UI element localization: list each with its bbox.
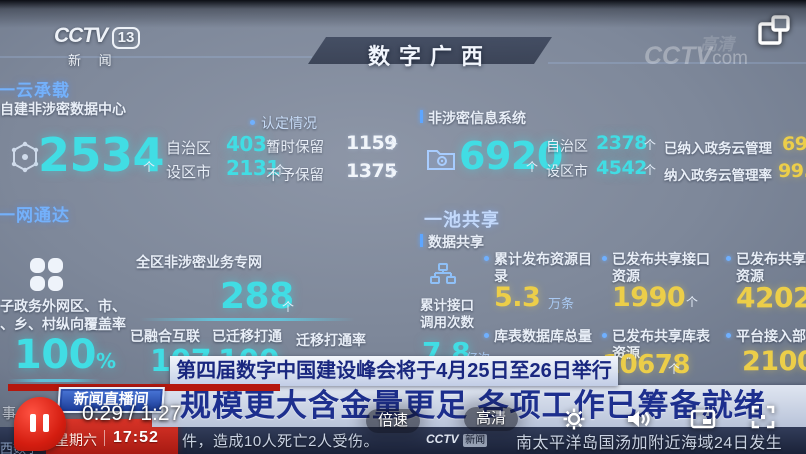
- channel-logo: CCTV 13 新 闻: [54, 24, 141, 69]
- coverage-label-line2: 、乡、村纵向覆盖率: [0, 316, 126, 332]
- ticker-divider: [104, 430, 105, 446]
- cloud-mgmt-value: 691: [782, 133, 806, 155]
- stat-label-line1: 库表数据库总量: [494, 328, 592, 344]
- data-center-icon: [11, 141, 39, 173]
- ticker-logo-brand: CCTV: [426, 432, 459, 446]
- determination-heading: 认定情况: [261, 115, 317, 131]
- systems-row-label: 自治区: [546, 138, 588, 154]
- datacenter-row-value: 403: [226, 132, 267, 156]
- stat-value: 5.3: [494, 282, 541, 313]
- decor-glow-line: [140, 318, 355, 321]
- datacenter-row-label: 自治区: [166, 140, 212, 157]
- systems-row-value: 2378: [596, 132, 647, 154]
- title-band-left-line: [0, 56, 312, 58]
- section-network-heading: 一网通达: [0, 206, 70, 225]
- systems-label: 非涉密信息系统: [428, 110, 526, 126]
- quality-button[interactable]: 高清: [464, 407, 518, 431]
- systems-row-value: 4542: [596, 157, 647, 179]
- migration-label: 迁移打通率: [296, 332, 366, 348]
- cloud-mgmt-label: 纳入政务云管理率: [664, 168, 772, 183]
- volume-icon[interactable]: [626, 407, 652, 431]
- bullet: [726, 333, 731, 338]
- bullet: [726, 256, 731, 261]
- coverage-number: 100: [14, 332, 97, 378]
- watermark-hd: 高清: [700, 35, 734, 54]
- player-time-display: 0:29 / 1:27: [82, 402, 182, 425]
- pause-icon: [30, 414, 36, 432]
- api-calls-label-line2: 调用次数: [420, 315, 474, 330]
- ticker-text-right: 南太平洋岛国汤加附近海域24日发生: [516, 435, 783, 452]
- fullscreen-icon[interactable]: [750, 404, 776, 430]
- stat-unit: 个: [668, 362, 681, 376]
- pause-icon: [43, 414, 49, 432]
- stat-label-line1: 累计发布资源目: [494, 251, 592, 267]
- channel-brand: CCTV: [54, 24, 108, 47]
- playback-speed-button[interactable]: 倍速: [366, 409, 420, 433]
- coverage-value: 100%: [14, 332, 116, 378]
- datacenter-unit: 个: [143, 160, 156, 174]
- bullet: [602, 333, 607, 338]
- stat-unit: 个: [686, 295, 699, 309]
- stat-value: 42028: [736, 281, 806, 314]
- coverage-label-line1: 子政务外网区、市、: [0, 298, 126, 314]
- systems-row-label: 设区市: [546, 163, 588, 179]
- ticker-logo-tag: 新闻: [463, 434, 488, 447]
- migration-label: 已迁移打通: [212, 328, 282, 344]
- settings-gear-icon[interactable]: [562, 407, 586, 431]
- stat-unit: 万条: [548, 296, 575, 311]
- determination-row-unit: 个: [386, 138, 399, 152]
- datacenter-label: 自建非涉密数据中心: [0, 101, 126, 117]
- picture-in-picture-icon[interactable]: [690, 408, 716, 430]
- bullet: [484, 256, 489, 261]
- ticker-text-left: 件，造成10人死亡2人受伤。: [182, 433, 380, 450]
- cloud-mgmt-value: 99.9: [778, 160, 806, 182]
- determination-row-unit: 个: [386, 166, 399, 180]
- migration-label: 已融合互联: [130, 328, 200, 344]
- pool-subheading: 数据共享: [428, 234, 484, 250]
- cloud-mgmt-label: 已纳入政务云管理: [664, 141, 772, 156]
- determination-row-label: 不予保留: [266, 168, 324, 184]
- stat-label-line1: 平台接入部: [736, 328, 806, 344]
- pause-button[interactable]: [14, 397, 66, 451]
- special-network-unit: 个: [282, 300, 295, 314]
- datacenter-row-label: 设区市: [166, 164, 212, 181]
- screen-cast-icon[interactable]: [756, 13, 792, 49]
- systems-row-unit: 个: [644, 163, 657, 177]
- bullet: [602, 256, 607, 261]
- accent-bar: [420, 110, 423, 123]
- network-icon: [30, 258, 66, 294]
- section-pool-heading: 一池共享: [424, 210, 500, 230]
- section-cloud-heading: 一云承载: [0, 81, 70, 100]
- systems-unit: 个: [526, 160, 539, 174]
- decor-glow-line: [8, 379, 100, 382]
- special-network-label: 全区非涉密业务专网: [136, 254, 262, 270]
- bullet: [484, 333, 489, 338]
- ticker-channel-logo: CCTV 新闻: [426, 430, 488, 448]
- folder-gear-icon: [427, 150, 455, 170]
- channel-number: 13: [111, 27, 141, 49]
- ticker-clock: 17:52: [113, 429, 159, 446]
- channel-subname: 新 闻: [68, 53, 119, 68]
- page-title: 数字广西: [367, 44, 492, 69]
- bullet: [250, 120, 255, 125]
- accent-bar: [420, 234, 423, 247]
- coverage-percent: %: [96, 349, 116, 373]
- stat-value: 2100: [742, 346, 806, 377]
- systems-row-unit: 个: [644, 138, 657, 152]
- determination-row-label: 暂时保留: [266, 140, 324, 156]
- stat-value: 1990: [612, 282, 686, 313]
- data-share-icon: [430, 263, 456, 284]
- headline-banner: 第四届数字中国建设峰会将于4月25日至26日举行: [170, 356, 618, 386]
